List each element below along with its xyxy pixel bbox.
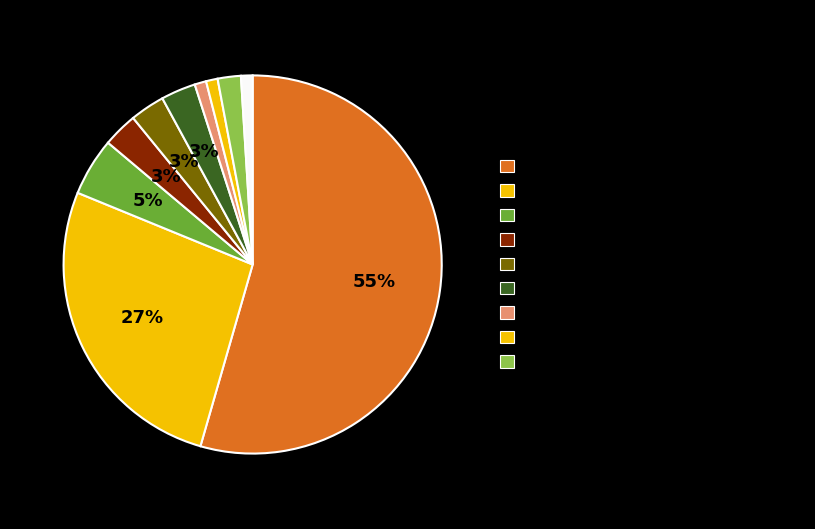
Text: 27%: 27% xyxy=(121,309,164,327)
Wedge shape xyxy=(200,76,442,453)
Text: 55%: 55% xyxy=(353,272,396,290)
Wedge shape xyxy=(195,81,253,264)
Wedge shape xyxy=(77,143,253,264)
Text: 3%: 3% xyxy=(169,153,200,171)
Wedge shape xyxy=(241,76,253,264)
Wedge shape xyxy=(108,118,253,264)
Text: 5%: 5% xyxy=(132,192,163,210)
Legend: USA, Brasilien, Europa, China, Kanada, Thailand, Argentinien, Indien, Rest der W: USA, Brasilien, Europa, China, Kanada, T… xyxy=(496,156,617,373)
Wedge shape xyxy=(64,193,253,446)
Wedge shape xyxy=(206,79,253,264)
Wedge shape xyxy=(162,85,253,264)
Wedge shape xyxy=(133,98,253,264)
Text: 3%: 3% xyxy=(189,142,219,160)
Wedge shape xyxy=(218,76,253,264)
Text: 3%: 3% xyxy=(151,168,182,186)
